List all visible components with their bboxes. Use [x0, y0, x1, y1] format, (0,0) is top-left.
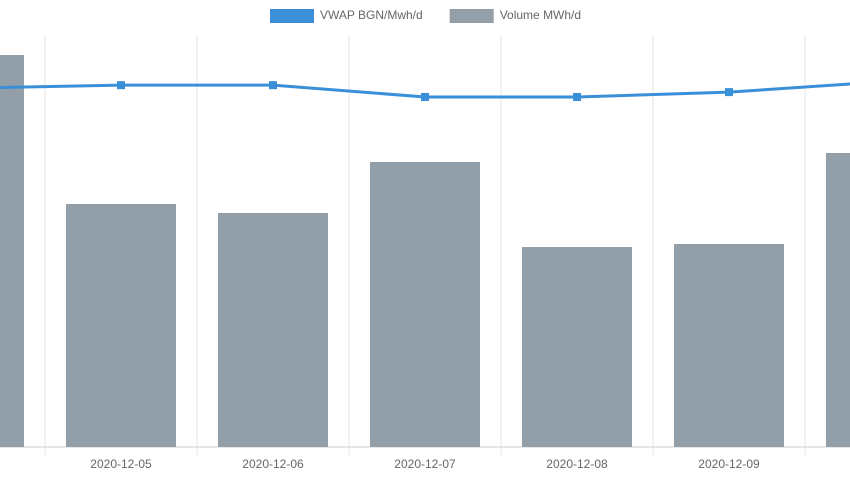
bar: [370, 162, 480, 447]
point: [725, 88, 733, 97]
legend-swatch: [449, 9, 494, 23]
bar: [826, 153, 850, 447]
legend-swatch: [270, 9, 314, 23]
x-tick-label: 2020-12-05: [90, 457, 152, 471]
point: [573, 92, 581, 101]
x-tick-label: 2020-12-07: [394, 457, 456, 471]
x-tick-label: 2020-12-06: [242, 457, 304, 471]
legend-label: Volume MWh/d: [500, 8, 581, 22]
point: [421, 92, 429, 101]
x-tick-label: 2020-12-09: [698, 457, 760, 471]
bar: [522, 247, 632, 447]
bar: [674, 244, 784, 447]
x-tick-label: 2020-12-08: [546, 457, 608, 471]
legend-label: VWAP BGN/Mwh/d: [320, 8, 423, 22]
bar: [66, 204, 176, 447]
bar: [218, 213, 328, 447]
bar: [0, 55, 24, 447]
point: [269, 81, 277, 90]
point: [117, 81, 125, 90]
